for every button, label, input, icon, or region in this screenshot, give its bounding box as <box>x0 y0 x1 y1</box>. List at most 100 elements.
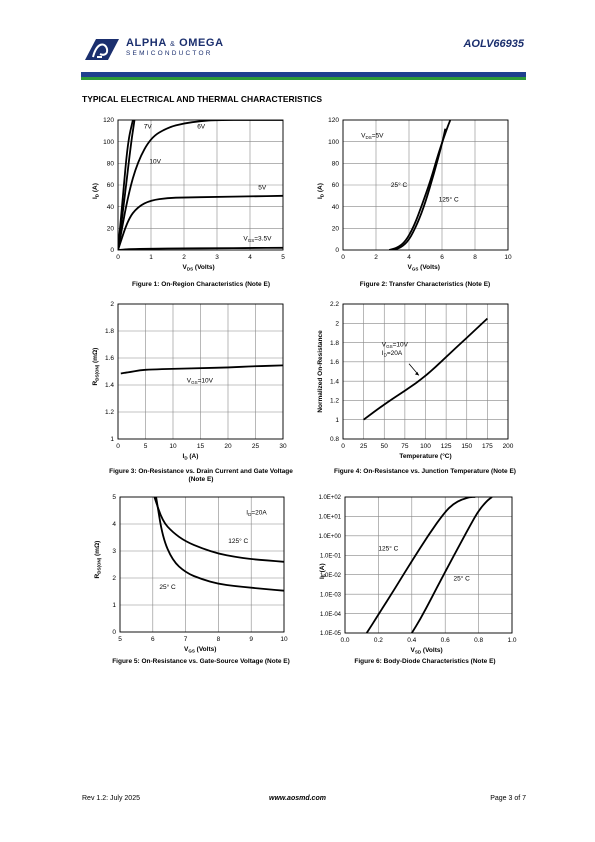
y-tick-label: 100 <box>103 139 114 146</box>
curve-annotation: 25° C <box>454 575 471 583</box>
series-line <box>153 497 284 563</box>
y-axis-label: ID (A) <box>317 183 325 199</box>
x-axis-label: ID (A) <box>183 453 199 461</box>
x-tick-label: 10 <box>280 636 288 643</box>
y-tick-label: 60 <box>332 182 340 189</box>
y-tick-label: 1.0E+00 <box>318 534 341 540</box>
y-tick-label: 120 <box>103 117 114 124</box>
y-tick-label: 1 <box>112 602 116 609</box>
curve-annotation: 25° C <box>391 181 408 189</box>
y-tick-label: 40 <box>332 204 340 211</box>
curve-annotation: 7V <box>144 124 153 131</box>
x-tick-label: 10 <box>169 443 177 450</box>
x-tick-label: 20 <box>224 443 232 450</box>
curve-annotation: VGS=3.5V <box>243 235 272 243</box>
y-tick-label: 1.0E-04 <box>320 612 342 618</box>
company-name: ALPHA & OMEGA <box>126 37 224 49</box>
curve-annotation: 10V <box>149 158 161 165</box>
x-tick-label: 7 <box>184 636 188 643</box>
x-tick-label: 0.4 <box>407 637 416 644</box>
y-tick-label: 1.0E-03 <box>320 592 342 598</box>
y-axis-label: IS (A) <box>319 563 327 579</box>
y-tick-label: 5 <box>112 494 116 501</box>
y-tick-label: 120 <box>328 117 339 124</box>
y-tick-label: 0.8 <box>330 436 339 443</box>
y-axis-label: RDS(ON) (mΩ) <box>94 541 102 579</box>
footer-revision: Rev 1.2: July 2025 <box>82 795 140 802</box>
plot-frame <box>117 119 284 251</box>
y-tick-label: 1.0E-01 <box>320 553 342 559</box>
figure-3-chart: 0 5 10 15 20 25 30 1 1.2 1.4 1.6 1.8 2 VGS=10V ID (A) R… <box>92 301 287 461</box>
curve-annotation: 25° C <box>159 583 176 591</box>
y-tick-label: 60 <box>107 182 115 189</box>
y-tick-label: 0 <box>110 247 114 254</box>
plot-frame <box>342 119 509 251</box>
figure-5-chart: 5 6 7 8 9 10 0 1 2 3 4 5 ID=20A 125° C 25° C VGS (Volts… <box>94 494 288 654</box>
x-tick-label: 2 <box>182 254 186 261</box>
x-tick-label: 0.0 <box>340 637 349 644</box>
x-tick-label: 0 <box>341 443 345 450</box>
plot-frame <box>342 303 509 440</box>
figure-3-caption: Figure 3: On-Resistance vs. Drain Curren… <box>109 468 293 483</box>
figure-6-chart: 0.0 0.2 0.4 0.6 0.8 1.0 1.0E-05 1.0E-04 1.0E-03 1… <box>318 495 516 654</box>
figure-1-chart: 0 1 2 3 4 5 0 20 40 60 80 100 120 7V 6V 10V 5V VGS=3.5V VD… <box>92 117 285 272</box>
y-tick-label: 1 <box>110 436 114 443</box>
x-tick-label: 8 <box>473 254 477 261</box>
plot-frame <box>117 303 284 440</box>
x-tick-label: 6 <box>151 636 155 643</box>
plot-frame <box>119 496 285 633</box>
curve-annotation: VGS=10V <box>382 341 409 349</box>
y-axis-label: ID (A) <box>92 183 100 199</box>
x-tick-label: 50 <box>381 443 389 450</box>
y-axis-label: Normalized On-Resistance <box>317 330 324 413</box>
y-tick-label: 1.4 <box>105 382 114 389</box>
x-tick-label: 1.0 <box>507 637 516 644</box>
x-tick-label: 9 <box>249 636 253 643</box>
curve-annotation: VGS=10V <box>187 377 214 385</box>
series-line <box>118 120 134 250</box>
x-tick-label: 10 <box>504 254 512 261</box>
x-tick-label: 175 <box>482 443 493 450</box>
x-tick-label: 125 <box>441 443 452 450</box>
y-axis-label: RDS(ON) (mΩ) <box>92 348 100 386</box>
x-tick-label: 2 <box>374 254 378 261</box>
curve-annotation: 125° C <box>439 195 459 203</box>
x-tick-label: 8 <box>217 636 221 643</box>
y-tick-label: 3 <box>112 548 116 555</box>
series-line <box>118 246 283 250</box>
x-axis-label: VDS (Volts) <box>183 264 215 272</box>
footer-page-number: Page 3 of 7 <box>490 795 526 802</box>
figure-1-caption: Figure 1: On-Region Characteristics (Not… <box>132 281 270 288</box>
x-tick-label: 15 <box>197 443 205 450</box>
y-tick-label: 1.4 <box>330 378 339 385</box>
curve-annotation: 5V <box>258 184 267 191</box>
y-tick-label: 1.0E+02 <box>318 495 341 501</box>
header-bar-green <box>81 77 526 80</box>
series-line <box>411 497 493 633</box>
figure-2-caption: Figure 2: Transfer Characteristics (Note… <box>359 281 491 288</box>
y-tick-label: 2 <box>110 301 114 308</box>
x-tick-label: 150 <box>461 443 472 450</box>
series-line <box>365 497 476 633</box>
x-tick-label: 25 <box>360 443 368 450</box>
y-tick-label: 80 <box>332 161 340 168</box>
y-tick-label: 1.6 <box>330 359 339 366</box>
series-line <box>118 120 283 250</box>
x-tick-label: 0.2 <box>374 637 383 644</box>
footer-website[interactable]: www.aosmd.com <box>269 795 326 802</box>
x-tick-label: 75 <box>401 443 409 450</box>
x-axis-label: VGS (Volts) <box>184 646 216 654</box>
x-tick-label: 4 <box>407 254 411 261</box>
y-tick-label: 1.2 <box>105 409 114 416</box>
x-tick-label: 100 <box>420 443 431 450</box>
y-tick-label: 1.6 <box>105 355 114 362</box>
series-line <box>118 194 283 250</box>
company-subtitle: SEMICONDUCTOR <box>126 50 213 57</box>
series-line <box>363 317 489 421</box>
x-tick-label: 30 <box>279 443 287 450</box>
y-tick-label: 1.0E-05 <box>320 631 342 637</box>
x-tick-label: 25 <box>252 443 260 450</box>
x-tick-label: 0.8 <box>474 637 483 644</box>
y-tick-label: 1.0E+01 <box>318 515 341 521</box>
